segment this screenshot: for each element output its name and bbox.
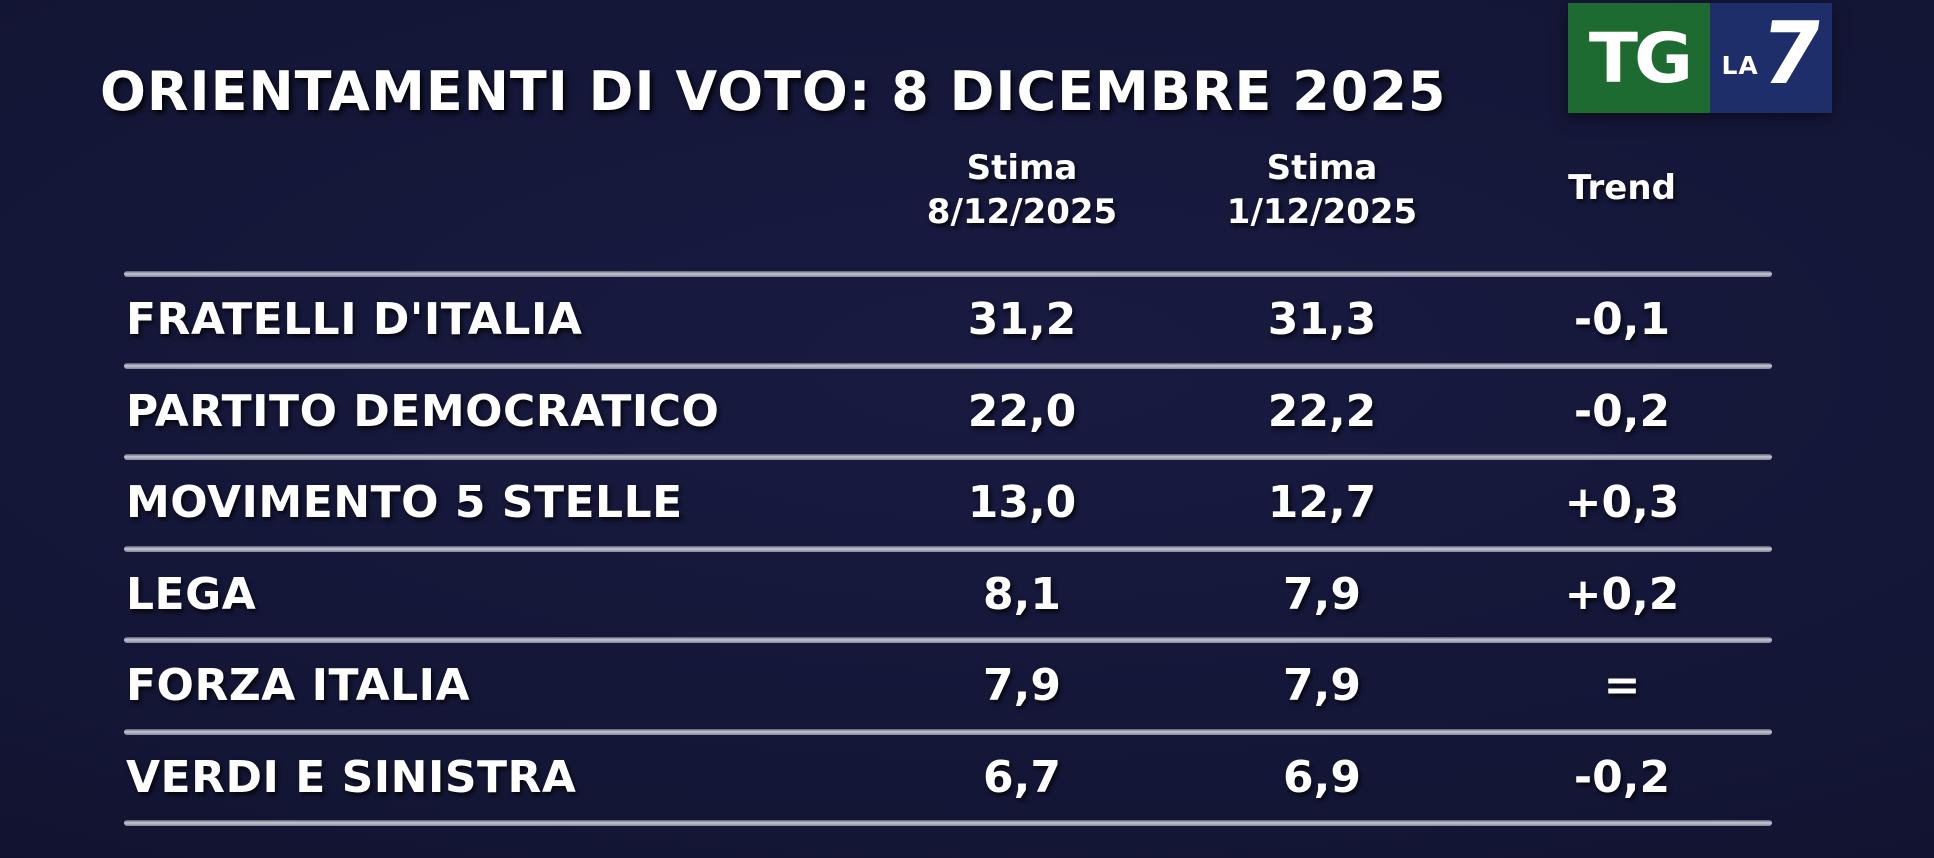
separator-line [124,545,1772,552]
table-header-row: Stima 8/12/2025 Stima 1/12/2025 Trend [124,140,1772,271]
stima-previous-header-line1: Stima [1266,148,1378,188]
trend-cell: -0,1 [1573,294,1671,346]
stima-current-header: Stima 8/12/2025 [872,140,1172,234]
party-name-cell: PARTITO DEMOCRATICO [126,385,720,437]
la7-logo-seven-text: 7 [1754,4,1829,104]
table-row: VERDI E SINISTRA 6,7 6,9 -0,2 [124,735,1772,821]
stima-current-cell: 31,2 [967,294,1077,346]
separator-line [124,637,1772,643]
stima-previous-cell: 12,7 [1267,477,1377,529]
trend-cell: -0,2 [1573,751,1671,803]
trend-cell: = [1603,660,1641,712]
tg-logo-text: TG [1588,18,1693,98]
trend-cell: +0,3 [1564,477,1680,529]
stima-previous-header-line2: 1/12/2025 [1226,192,1418,233]
stima-current-cell: 22,0 [967,385,1077,437]
page-title: ORIENTAMENTI DI VOTO: 8 DICEMBRE 2025 [100,60,1447,123]
party-name-cell: LEGA [126,568,257,620]
table-row: MOVIMENTO 5 STELLE 13,0 12,7 +0,3 [124,460,1772,546]
la7-logo-box: LA 7 [1710,3,1832,113]
separator-line [124,362,1772,369]
stima-previous-cell: 31,3 [1267,294,1377,346]
trend-cell: +0,2 [1564,568,1680,620]
tg-logo-box: TG [1568,3,1710,113]
table-row: PARTITO DEMOCRATICO 22,0 22,2 -0,2 [124,369,1772,455]
table-row: LEGA 8,1 7,9 +0,2 [124,552,1772,638]
stima-current-cell: 13,0 [967,477,1077,529]
separator-line [124,454,1772,460]
poll-table: Stima 8/12/2025 Stima 1/12/2025 Trend FR… [124,140,1772,826]
trend-header: Trend [1568,168,1676,208]
stima-current-header-line2: 8/12/2025 [926,192,1118,233]
party-name-cell: FORZA ITALIA [126,660,471,712]
party-name-cell: VERDI E SINISTRA [126,751,577,803]
table-row: FORZA ITALIA 7,9 7,9 = [124,643,1772,729]
stima-current-cell: 7,9 [983,660,1061,712]
table-row: FRATELLI D'ITALIA 31,2 31,3 -0,1 [124,277,1772,363]
stima-current-header-line1: Stima [966,148,1078,188]
la7-logo-la-text: LA [1721,50,1759,80]
stima-previous-cell: 22,2 [1267,385,1377,437]
stima-current-cell: 6,7 [983,751,1061,803]
stima-previous-cell: 6,9 [1283,751,1361,803]
party-name-cell: FRATELLI D'ITALIA [126,294,583,346]
tgla7-logo: TG LA 7 [1568,3,1832,113]
stima-previous-cell: 7,9 [1283,660,1361,712]
stima-current-cell: 8,1 [983,568,1061,620]
party-name-cell: MOVIMENTO 5 STELLE [126,477,683,529]
trend-cell: -0,2 [1573,385,1671,437]
separator-line [124,820,1772,826]
stima-previous-cell: 7,9 [1283,568,1361,620]
separator-line [124,271,1772,277]
stima-previous-header: Stima 1/12/2025 [1172,140,1472,234]
separator-line [124,728,1772,735]
